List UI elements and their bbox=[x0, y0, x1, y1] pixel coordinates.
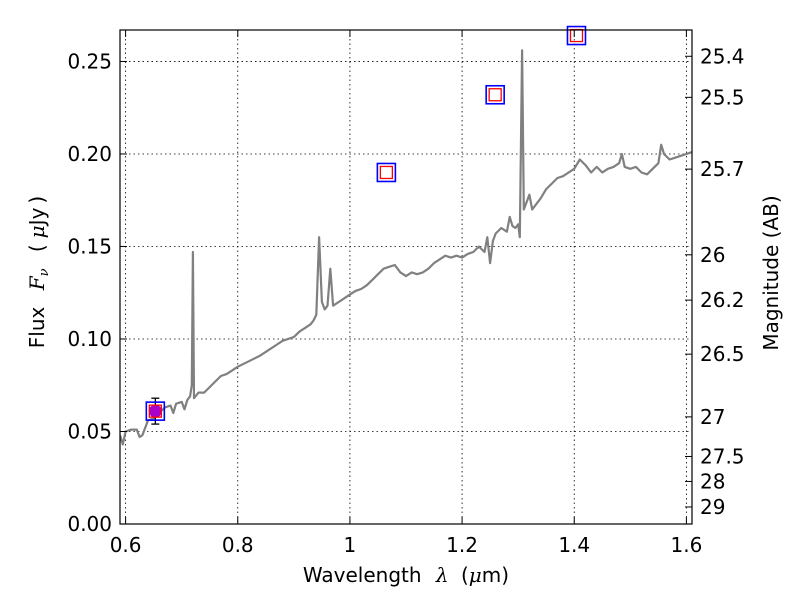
x-tick-label: 1.6 bbox=[670, 533, 702, 557]
y-tick-label: 0.00 bbox=[67, 512, 112, 536]
x-tick-label: 0.8 bbox=[222, 533, 254, 557]
magnitude-tick-label: 25.5 bbox=[700, 85, 745, 109]
magnitude-tick-label: 28 bbox=[700, 469, 725, 493]
x-axis-unit-mu: μ bbox=[469, 563, 482, 587]
observed-flux-marker bbox=[148, 404, 162, 418]
magnitude-tick-label: 29 bbox=[700, 495, 725, 519]
model-box-inner bbox=[148, 404, 162, 418]
y-tick-label: 0.05 bbox=[67, 419, 112, 443]
tick-layer: 0.6 0.8 1 1.2 1.4 1.6 0.00 0.05 0.10 0.15 0.20 0.25… bbox=[67, 30, 745, 557]
magnitude-tick-label: 25.7 bbox=[700, 157, 745, 181]
x-tick-label: 1.4 bbox=[558, 533, 590, 557]
y-axis-label: Flux Fν ( μJy) bbox=[25, 196, 53, 348]
plot-frame bbox=[119, 29, 693, 525]
x-tick-label: 1 bbox=[344, 533, 357, 557]
x-tick-label: 1.2 bbox=[446, 533, 478, 557]
marker-layer bbox=[145, 25, 587, 425]
y-axis-label-text: Flux bbox=[25, 306, 49, 348]
model-box-outer bbox=[376, 162, 397, 183]
magnitude-tick-label: 26.5 bbox=[700, 342, 745, 366]
model-box-inner bbox=[488, 88, 502, 102]
magnitude-tick-label: 26.2 bbox=[700, 288, 745, 312]
photometry-point bbox=[566, 25, 587, 46]
series-layer bbox=[120, 49, 692, 446]
y-axis-symbol: F bbox=[25, 275, 49, 291]
model-box-inner bbox=[379, 165, 394, 180]
y-axis-unit-rest: Jy bbox=[25, 207, 49, 227]
x-axis-unit-rest: m bbox=[482, 563, 501, 587]
x-axis-symbol: λ bbox=[435, 563, 449, 587]
model-box-outer bbox=[485, 84, 505, 105]
x-axis-label: Wavelength λ (μm) bbox=[303, 563, 509, 587]
magnitude-tick-label: 27.5 bbox=[700, 444, 745, 468]
model-box-outer bbox=[566, 25, 587, 46]
x-axis-unit-close: ) bbox=[501, 563, 509, 587]
y-axis-unit-close: ) bbox=[25, 196, 49, 204]
x-axis-label-text: Wavelength bbox=[303, 563, 422, 587]
y-axis-unit-open: ( bbox=[25, 244, 49, 252]
magnitude-tick-label: 27 bbox=[700, 405, 725, 429]
magnitude-tick-label: 26 bbox=[700, 243, 725, 267]
y-tick-label: 0.15 bbox=[67, 234, 112, 258]
y-tick-label: 0.20 bbox=[67, 142, 112, 166]
y-axis-symbol-sub: ν bbox=[37, 268, 52, 276]
y-tick-label: 0.10 bbox=[67, 327, 112, 351]
y-tick-label: 0.25 bbox=[67, 49, 112, 73]
x-tick-label: 0.6 bbox=[110, 533, 142, 557]
photometry-point bbox=[145, 397, 166, 425]
magnitude-tick-label: 25.4 bbox=[700, 44, 745, 68]
model-box-outer bbox=[145, 401, 166, 421]
photometry-point bbox=[376, 162, 397, 183]
magnitude-axis-label: Magnitude (AB) bbox=[759, 195, 783, 350]
x-axis-unit-open: ( bbox=[461, 563, 469, 587]
model-box-inner bbox=[569, 28, 584, 43]
spectrum-line bbox=[120, 49, 692, 446]
y-axis-unit-mu: μ bbox=[25, 225, 49, 238]
photometry-point bbox=[485, 84, 505, 105]
